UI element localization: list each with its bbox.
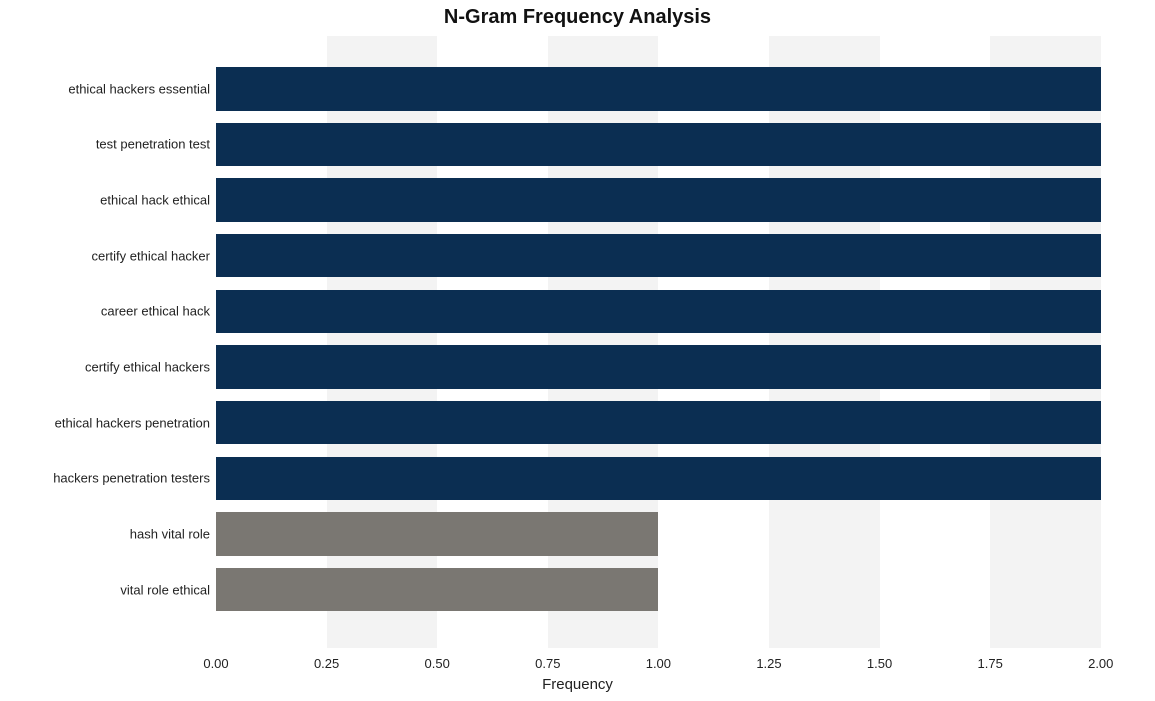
bar <box>216 178 1101 221</box>
y-axis-label: ethical hack ethical <box>100 193 210 208</box>
y-axis-label: hackers penetration testers <box>53 471 210 486</box>
bar-rect <box>216 290 1101 333</box>
x-axis-tick-label: 1.25 <box>756 656 781 671</box>
x-axis-tick-label: 2.00 <box>1088 656 1113 671</box>
bar <box>216 123 1101 166</box>
bar-rect <box>216 568 658 611</box>
bar-rect <box>216 234 1101 277</box>
bar-rect <box>216 401 1101 444</box>
y-axis-label: hash vital role <box>130 526 210 541</box>
y-axis-label: ethical hackers essential <box>68 81 210 96</box>
bar <box>216 345 1101 388</box>
bar-rect <box>216 512 658 555</box>
y-axis-label: ethical hackers penetration <box>55 415 210 430</box>
x-axis-tick-label: 1.50 <box>867 656 892 671</box>
bar-rect <box>216 67 1101 110</box>
x-axis-tick-label: 0.50 <box>425 656 450 671</box>
bar <box>216 457 1101 500</box>
x-axis-tick-label: 0.25 <box>314 656 339 671</box>
x-axis-tick-label: 1.75 <box>978 656 1003 671</box>
chart-title: N-Gram Frequency Analysis <box>0 6 1155 29</box>
y-axis-label: test penetration test <box>96 137 210 152</box>
bar <box>216 234 1101 277</box>
bar-rect <box>216 178 1101 221</box>
plot-area <box>216 36 1145 648</box>
bar <box>216 290 1101 333</box>
bar-rect <box>216 123 1101 166</box>
y-axis-label: career ethical hack <box>101 304 210 319</box>
bars-layer <box>216 36 1145 648</box>
x-axis-ticks: 0.000.250.500.751.001.251.501.752.00 <box>216 648 1145 678</box>
x-axis-title: Frequency <box>0 676 1155 693</box>
x-axis-tick-label: 0.75 <box>535 656 560 671</box>
x-axis-tick-label: 1.00 <box>646 656 671 671</box>
bar-rect <box>216 345 1101 388</box>
bar <box>216 67 1101 110</box>
bar <box>216 512 658 555</box>
y-axis-labels: ethical hackers essential test penetratio… <box>0 36 210 648</box>
ngram-frequency-chart: N-Gram Frequency Analysis ethical hacker… <box>0 0 1155 701</box>
y-axis-label: vital role ethical <box>120 582 210 597</box>
y-axis-label: certify ethical hackers <box>85 360 210 375</box>
bar <box>216 401 1101 444</box>
y-axis-label: certify ethical hacker <box>92 248 211 263</box>
bar <box>216 568 658 611</box>
bar-rect <box>216 457 1101 500</box>
x-axis-tick-label: 0.00 <box>203 656 228 671</box>
